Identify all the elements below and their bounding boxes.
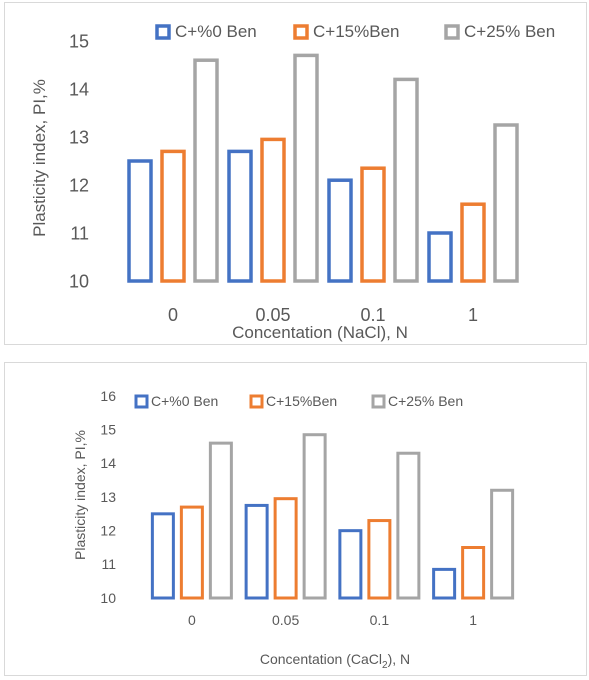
legend-label-c15: C+15%Ben [313, 22, 399, 41]
y-tick-label: 13 [100, 489, 116, 505]
bar [461, 546, 486, 600]
bar [127, 159, 153, 283]
x-tick-label: 0.05 [272, 612, 299, 628]
bar [396, 451, 421, 600]
bar [367, 519, 392, 600]
chart-panel-cacl2: C+%0 Ben C+15%Ben C+25% Ben Plasticity i… [4, 362, 587, 676]
bar [393, 77, 419, 283]
y-tick-label: 10 [100, 590, 116, 606]
bar [244, 503, 269, 600]
bar [327, 178, 353, 283]
x-axis-title: Concentation (CaCl2), N [260, 651, 410, 671]
x-tick-label: 0 [168, 305, 178, 325]
x-tick-label: 1 [468, 305, 478, 325]
x-tick-label: 0.1 [370, 612, 390, 628]
x-axis-title-suffix: ), N [388, 651, 411, 667]
bar [160, 149, 186, 283]
bar [493, 123, 519, 283]
bar [490, 488, 515, 600]
x-tick-label: 0.1 [360, 305, 385, 325]
legend-swatch [249, 394, 264, 409]
bar [260, 137, 286, 283]
bar [427, 231, 453, 283]
bar [360, 166, 386, 283]
y-tick-label: 11 [70, 223, 89, 243]
chart-panel-nacl: C+%0 Ben C+15%Ben C+25% Ben Plasticity i… [4, 2, 587, 345]
bar [293, 53, 319, 283]
legend-label-c0: C+%0 Ben [175, 22, 257, 41]
chart-nacl: C+%0 Ben C+15%Ben C+25% Ben Plasticity i… [30, 22, 555, 342]
legend-label-c0: C+%0 Ben [151, 393, 218, 409]
y-axis-title: Plasticity index, PI,% [30, 79, 49, 237]
y-tick-label: 12 [69, 175, 89, 195]
y-tick-label: 15 [100, 422, 116, 438]
x-tick-label: 1 [469, 612, 477, 628]
y-tick-label: 16 [100, 388, 116, 404]
bar [460, 202, 486, 283]
bar [193, 58, 219, 283]
x-axis-title-main: Concentation (CaCl [260, 651, 382, 667]
chart-cacl2: C+%0 Ben C+15%Ben C+25% Ben Plasticity i… [72, 388, 515, 671]
legend-swatch [155, 24, 171, 40]
bar [338, 529, 363, 600]
y-tick-label: 14 [100, 455, 116, 471]
y-tick-label: 14 [69, 79, 89, 99]
x-axis-title: Concentation (NaCl), N [232, 323, 408, 342]
bar [179, 505, 204, 600]
bar [208, 441, 233, 600]
bar [302, 433, 327, 600]
x-tick-label: 0.05 [255, 305, 290, 325]
x-tick-label: 0 [188, 612, 196, 628]
y-axis-title: Plasticity index, PI,% [72, 430, 88, 560]
x-axis-title-subscript: 2 [382, 660, 388, 671]
legend-swatch [134, 394, 149, 409]
legend-label-c25: C+25% Ben [464, 22, 555, 41]
legend-swatch [293, 24, 309, 40]
y-tick-label: 10 [69, 271, 89, 291]
bar [150, 512, 175, 600]
bar [273, 497, 298, 600]
legend-label-c25: C+25% Ben [388, 393, 463, 409]
y-tick-label: 11 [101, 556, 116, 572]
legend-swatch [444, 24, 460, 40]
y-tick-label: 15 [69, 31, 89, 51]
legend-label-c15: C+15%Ben [266, 393, 337, 409]
bar [432, 567, 457, 600]
y-tick-label: 13 [69, 127, 89, 147]
bar [227, 149, 253, 283]
legend-swatch [371, 394, 386, 409]
y-tick-label: 12 [100, 523, 116, 539]
